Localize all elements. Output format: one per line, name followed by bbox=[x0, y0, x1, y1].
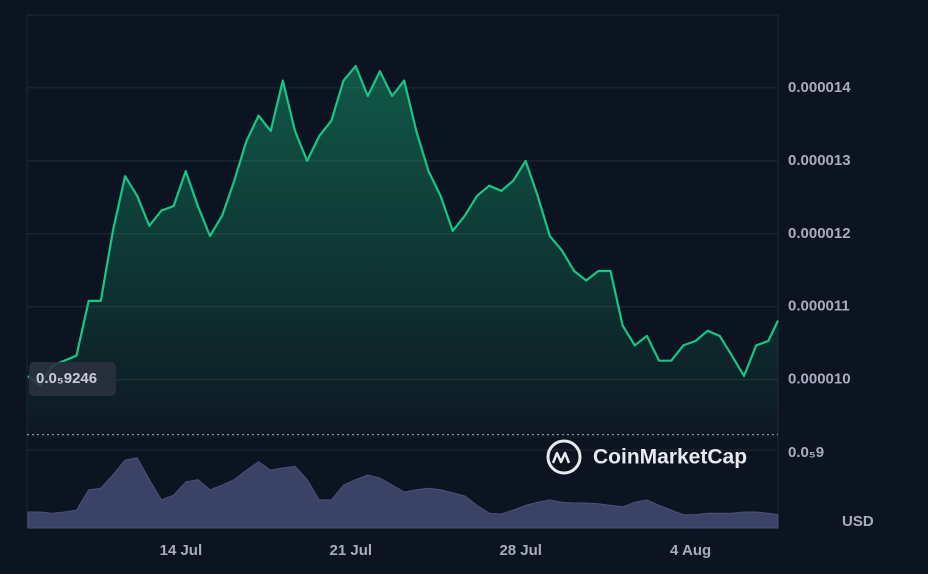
x-tick-label: 21 Jul bbox=[330, 542, 373, 559]
price-line bbox=[27, 65, 779, 387]
y-tick-label: 0.000012 bbox=[788, 225, 851, 242]
watermark-text: CoinMarketCap bbox=[593, 446, 747, 469]
reference-label-box bbox=[29, 362, 116, 396]
unit-label: USD bbox=[842, 513, 874, 530]
volume-label: 0.0₅9 bbox=[788, 444, 824, 461]
x-tick-label: 4 Aug bbox=[670, 542, 711, 559]
watermark: CoinMarketCap bbox=[546, 439, 747, 475]
price-area bbox=[28, 66, 778, 438]
volume-area bbox=[27, 457, 779, 529]
reference-label: 0.0₅9246 bbox=[36, 370, 97, 387]
watermark-logo bbox=[546, 439, 582, 475]
y-tick-label: 0.000014 bbox=[788, 79, 851, 96]
y-tick-label: 0.000013 bbox=[788, 152, 851, 169]
x-tick-label: 28 Jul bbox=[499, 542, 542, 559]
x-tick-label: 14 Jul bbox=[160, 542, 203, 559]
y-tick-label: 0.000011 bbox=[788, 298, 850, 315]
watermark-logo-mark bbox=[551, 451, 571, 464]
y-tick-label: 0.000010 bbox=[788, 371, 851, 388]
